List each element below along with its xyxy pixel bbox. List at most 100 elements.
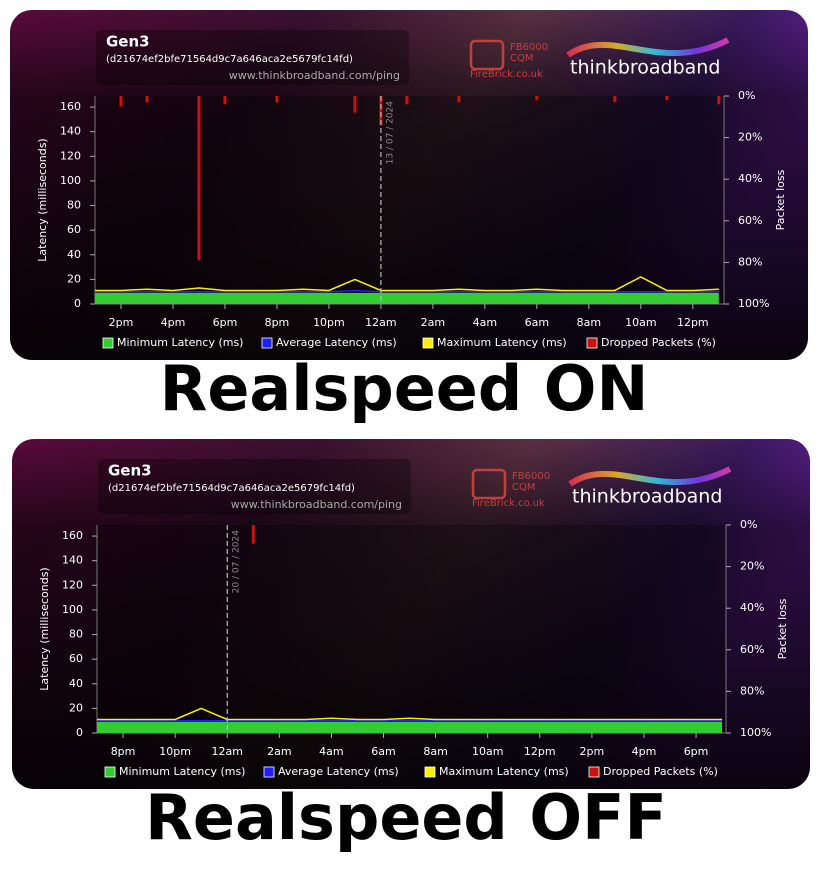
source: www.thinkbroadband.com/ping	[231, 498, 402, 511]
plot-area	[95, 96, 724, 304]
dropped-bar	[665, 96, 669, 101]
legend-label: Maximum Latency (ms)	[439, 765, 569, 778]
legend-swatch	[422, 337, 434, 349]
x-tick-label: 6pm	[684, 745, 709, 758]
y2-tick-label: 100%	[740, 726, 771, 739]
min-latency-area	[97, 721, 723, 733]
y-tick-label: 120	[62, 578, 83, 591]
y2-tick-label: 40%	[740, 601, 764, 614]
legend-label: Average Latency (ms)	[278, 765, 399, 778]
y-tick-label: 120	[60, 149, 81, 162]
legend-label: Dropped Packets (%)	[603, 765, 718, 778]
logo-text: CQM	[512, 482, 535, 493]
logo-mark	[469, 39, 505, 71]
dropped-bar	[535, 96, 539, 101]
x-tick-label: 6am	[371, 745, 395, 758]
x-tick-label: 2pm	[580, 745, 605, 758]
plot-area	[97, 525, 726, 733]
x-tick-label: 10pm	[159, 745, 191, 758]
y2-axis-title: Packet loss	[776, 598, 789, 659]
dropped-bar	[457, 96, 461, 103]
y-tick-label: 100	[60, 174, 81, 187]
dropped-bar	[119, 96, 123, 107]
logo-swoosh	[566, 37, 730, 58]
logo-text: FB6000	[512, 471, 550, 482]
y-axis-title: Latency (milliseconds)	[38, 567, 51, 690]
y-tick-label: 40	[69, 677, 83, 690]
y2-tick-label: 80%	[738, 255, 762, 268]
x-tick-label: 8am	[423, 745, 447, 758]
y-tick-label: 140	[60, 125, 81, 138]
logo-text: FireBrick.co.uk	[472, 498, 545, 509]
logo-mark	[471, 468, 507, 500]
legend-swatch	[586, 337, 598, 349]
x-tick-label: 4pm	[161, 316, 186, 329]
logo-text: CQM	[510, 53, 533, 64]
y2-tick-label: 100%	[738, 297, 769, 310]
y-tick-label: 0	[74, 297, 81, 310]
latency-line	[95, 289, 719, 293]
x-tick-label: 4am	[473, 316, 497, 329]
caption: Realspeed ON	[160, 352, 649, 425]
y2-axis-title: Packet loss	[774, 169, 787, 230]
legend-swatch	[261, 337, 273, 349]
chart-panel-shade	[10, 10, 808, 360]
x-tick-label: 2pm	[109, 316, 134, 329]
logo-swoosh	[568, 466, 732, 487]
dropped-bar	[145, 96, 149, 103]
dropped-bar	[405, 96, 409, 105]
x-tick-label: 6pm	[213, 316, 238, 329]
y-tick-label: 100	[62, 603, 83, 616]
y2-tick-label: 80%	[740, 684, 764, 697]
latency-line	[95, 276, 719, 292]
chart: Gen3 (d21674ef2bfe71564d9c7a646aca2e5679f…	[10, 10, 808, 360]
y2-tick-label: 40%	[738, 172, 762, 185]
chart-panel-shade	[12, 439, 810, 789]
x-tick-label: 8pm	[111, 745, 136, 758]
legend-swatch	[104, 766, 116, 778]
y-tick-label: 20	[69, 701, 83, 714]
chart: Gen3 (d21674ef2bfe71564d9c7a646aca2e5679f…	[12, 439, 810, 789]
y-tick-label: 40	[67, 248, 81, 261]
x-tick-label: 10pm	[313, 316, 345, 329]
legend-label: Maximum Latency (ms)	[437, 336, 567, 349]
y2-tick-label: 0%	[738, 89, 755, 102]
x-tick-label: 10am	[472, 745, 503, 758]
y2-tick-label: 60%	[740, 643, 764, 656]
legend-label: Minimum Latency (ms)	[119, 765, 245, 778]
chart-title: Gen3	[106, 33, 150, 51]
y-axis-title: Latency (milliseconds)	[36, 138, 49, 261]
y2-tick-label: 60%	[738, 214, 762, 227]
source: www.thinkbroadband.com/ping	[229, 69, 400, 82]
dropped-bar	[717, 96, 721, 105]
logo-text: thinkbroadband	[570, 57, 720, 79]
x-tick-label: 8am	[577, 316, 601, 329]
y-tick-label: 0	[76, 726, 83, 739]
dropped-bar	[275, 96, 279, 103]
caption: Realspeed OFF	[145, 781, 667, 854]
dropped-bar	[251, 525, 255, 544]
logo-text: FireBrick.co.uk	[470, 69, 543, 80]
dropped-bar	[353, 96, 357, 113]
date-marker-label: 13 / 07 / 2024	[385, 101, 395, 165]
logo-text: thinkbroadband	[572, 486, 722, 508]
x-tick-label: 12pm	[524, 745, 556, 758]
dropped-bar	[379, 96, 383, 126]
x-tick-label: 12am	[365, 316, 396, 329]
x-tick-label: 8pm	[265, 316, 290, 329]
x-tick-label: 2am	[421, 316, 445, 329]
header-box	[98, 459, 411, 514]
y2-tick-label: 20%	[740, 560, 764, 573]
y2-tick-label: 20%	[738, 131, 762, 144]
legend-swatch	[102, 337, 114, 349]
legend-label: Average Latency (ms)	[276, 336, 397, 349]
x-tick-label: 4pm	[632, 745, 657, 758]
x-tick-label: 12pm	[677, 316, 709, 329]
chart-title: Gen3	[108, 462, 152, 480]
logo-text: FB6000	[510, 42, 548, 53]
date-marker-label: 20 / 07 / 2024	[232, 530, 242, 594]
chart-subtitle: (d21674ef2bfe71564d9c7a646aca2e5679fc14f…	[106, 54, 353, 65]
y-tick-label: 20	[67, 272, 81, 285]
y-tick-label: 80	[69, 628, 83, 641]
